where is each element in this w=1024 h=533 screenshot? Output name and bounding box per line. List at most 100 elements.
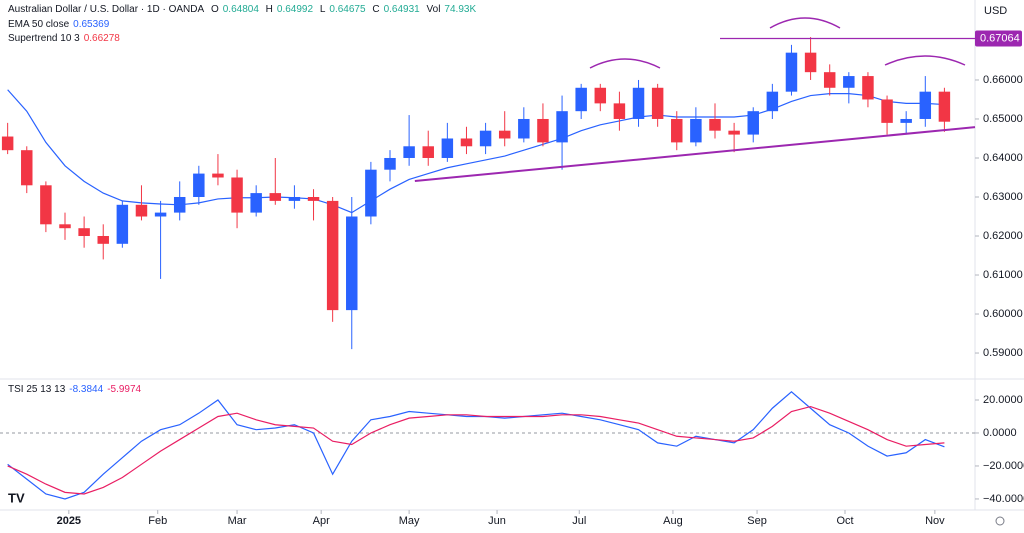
x-tick-label: Nov — [925, 515, 945, 527]
y-tick-label: 0.0000 — [983, 427, 1017, 439]
candle-body — [690, 118, 702, 143]
quote-label: Vol — [426, 4, 441, 15]
candle-body — [537, 118, 549, 143]
candle-body — [326, 200, 339, 311]
indicator-row: EMA 50 close 0.65369 — [8, 19, 113, 30]
quote-value: 0.64675 — [329, 4, 366, 15]
indicator-row: TSI 25 13 13 -8.3844 -5.9974 — [8, 384, 145, 395]
candle-body — [97, 236, 109, 244]
x-tick-label: Jun — [488, 515, 506, 527]
candle-body — [59, 224, 71, 229]
y-tick-label: 0.60000 — [983, 308, 1023, 320]
candle-body — [21, 150, 33, 186]
ema-line — [7, 89, 945, 214]
candle-body — [479, 130, 492, 147]
indicator-name: EMA 50 close — [8, 19, 70, 30]
candle-body — [747, 111, 759, 135]
candle-body — [269, 193, 282, 201]
y-tick-label: −20.0000 — [983, 460, 1024, 472]
candle-body — [823, 72, 836, 88]
y-tick-label: 0.63000 — [983, 191, 1023, 203]
candle-body — [307, 196, 320, 201]
candle-body — [594, 87, 607, 104]
candle-body — [766, 91, 779, 112]
shoulder-arc — [589, 58, 661, 69]
indicator-value: 0.65369 — [73, 19, 110, 30]
tsi-line — [7, 390, 945, 500]
y-tick-label: 20.0000 — [983, 394, 1023, 406]
quote-value: 0.64992 — [276, 4, 314, 15]
candle-body — [384, 157, 396, 170]
y-tick-label: 0.65000 — [983, 113, 1023, 125]
x-tick-label: Jul — [572, 515, 586, 527]
candle-body — [881, 99, 893, 123]
quote-value: 0.64804 — [222, 4, 259, 15]
level-badge — [975, 30, 1022, 47]
candle-body — [422, 146, 434, 158]
candle-body — [632, 87, 645, 119]
candle-body — [78, 228, 90, 237]
currency: USD — [984, 5, 1007, 17]
candle-body — [365, 169, 377, 217]
settings-icon[interactable] — [995, 516, 1005, 526]
candle-body — [173, 196, 186, 213]
candle-body — [804, 52, 817, 73]
y-tick-label: 0.62000 — [983, 230, 1023, 242]
indicator-value: -5.9974 — [107, 384, 142, 395]
candle-body — [843, 76, 855, 88]
quote-label: O — [210, 4, 219, 15]
indicator-row: Supertrend 10 3 0.66278 — [8, 33, 124, 44]
candle-body — [212, 173, 224, 178]
y-tick-label: 0.61000 — [983, 269, 1023, 281]
x-tick-label: Sep — [747, 515, 767, 527]
candle-body — [1, 136, 14, 151]
x-tick-label: May — [399, 515, 420, 527]
candle-body — [862, 76, 874, 100]
trendline — [414, 126, 976, 182]
candle-body — [40, 185, 52, 225]
y-tick-label: 0.66000 — [983, 74, 1023, 86]
head-arc — [769, 17, 841, 29]
x-tick-label: Apr — [313, 515, 330, 527]
candle-body — [460, 138, 473, 147]
quote-label: H — [265, 4, 273, 15]
indicator-name: Supertrend 10 3 — [8, 33, 80, 44]
x-tick-label: Mar — [228, 515, 247, 527]
candle-body — [900, 118, 912, 123]
candle-body — [231, 177, 243, 213]
candle-body — [116, 204, 129, 244]
candle-body — [575, 87, 587, 112]
candle-body — [518, 118, 530, 139]
candle-body — [403, 146, 415, 158]
candle-body — [193, 173, 205, 197]
candle-body — [154, 212, 167, 217]
logo: TV — [8, 490, 25, 505]
indicator-value: -8.3844 — [69, 384, 104, 395]
shoulder-arc — [884, 55, 966, 66]
tsi-line — [7, 405, 945, 495]
candle-body — [919, 91, 932, 119]
candle-body — [498, 130, 511, 139]
x-tick-label: 2025 — [57, 515, 81, 527]
candle-body — [671, 118, 683, 143]
quote-value: 0.64931 — [383, 4, 420, 15]
y-tick-label: 0.59000 — [983, 347, 1023, 359]
candle-body — [556, 111, 568, 143]
candle-body — [728, 130, 740, 135]
quote-label: L — [319, 4, 326, 15]
candle-body — [938, 91, 951, 122]
level-label: 0.67064 — [980, 32, 1020, 44]
indicator-name: TSI 25 13 13 — [8, 384, 66, 395]
header-row: Australian Dollar / U.S. Dollar · 1D · O… — [8, 4, 480, 15]
y-tick-label: 0.64000 — [983, 152, 1023, 164]
candle-body — [613, 103, 626, 119]
candle-body — [346, 216, 358, 311]
x-tick-label: Feb — [148, 515, 167, 527]
y-tick-label: −40.0000 — [983, 493, 1024, 505]
candle-body — [288, 196, 301, 201]
x-tick-label: Oct — [836, 515, 853, 527]
candle-body — [709, 118, 721, 131]
